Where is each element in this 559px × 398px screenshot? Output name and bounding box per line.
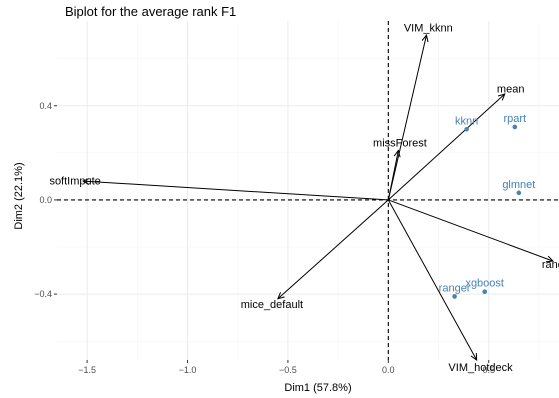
point-label: kknn (455, 115, 478, 127)
x-axis: −1.5 −1.0 −0.5 0.0 0.5 (78, 360, 495, 375)
variable-label: mean (497, 84, 525, 96)
individual-point-kknn: kknn (455, 115, 478, 132)
x-axis-title: Dim1 (57.8%) (284, 382, 351, 394)
variable-arrow-mean: mean (387, 84, 525, 201)
x-tick-label: −1.0 (179, 365, 197, 375)
point-label: rpart (504, 113, 527, 125)
x-tick-label: 0.5 (482, 365, 495, 375)
arrow-line (387, 199, 478, 361)
y-tick-label: 0.4 (39, 101, 52, 111)
arrow-line (387, 35, 427, 201)
point-label: xgboost (465, 278, 504, 290)
variable-arrow-mice-default: mice_default (241, 199, 389, 311)
arrow-head (393, 149, 401, 158)
y-tick-label: 0.0 (39, 195, 52, 205)
individual-point-xgboost: xgboost (465, 278, 504, 295)
y-tick-label: −0.4 (34, 289, 52, 299)
point-marker (452, 294, 457, 299)
individual-point-glmnet: glmnet (502, 179, 535, 196)
arrow-line (83, 180, 389, 201)
arrow-head (421, 34, 429, 43)
point-label: glmnet (502, 179, 535, 191)
individual-point-rpart: rpart (504, 113, 527, 130)
x-tick-label: −0.5 (279, 365, 297, 375)
variable-label: missForest (373, 138, 427, 150)
point-marker (482, 289, 488, 295)
variable-label: VIM_kknn (404, 22, 453, 34)
variable-label: VIM_hotdeck (448, 362, 513, 374)
arrow-head (277, 292, 285, 300)
y-axis: −0.4 0.0 0.4 (34, 101, 57, 299)
individual-point-ranger: ranger (439, 282, 471, 299)
x-tick-label: −1.5 (78, 365, 96, 375)
chart-title: Biplot for the average rank F1 (65, 4, 236, 19)
variable-arrow-missforest: missForest (373, 138, 427, 201)
variable-label: random (542, 259, 559, 271)
point-marker (516, 190, 522, 196)
point-marker (464, 126, 469, 132)
arrow-head (470, 352, 478, 362)
reference-lines (57, 21, 559, 360)
plot-background (57, 21, 559, 360)
variable-label: mice_default (241, 299, 303, 311)
arrow-line (277, 199, 389, 300)
y-axis-title: Dim2 (22.1%) (13, 162, 25, 229)
variable-arrow-vim-kknn: VIM_kknn (387, 22, 453, 201)
point-label: ranger (439, 282, 471, 294)
arrow-head (81, 177, 90, 185)
variable-label: softImpute (49, 176, 100, 188)
arrow-head (497, 93, 506, 101)
arrow-head (545, 255, 555, 263)
arrow-line (387, 150, 399, 201)
arrow-line (388, 199, 554, 262)
arrow-line (387, 93, 506, 201)
variable-arrow-softimpute: softImpute (49, 176, 389, 201)
point-marker (512, 124, 518, 130)
x-tick-label: 0.0 (382, 365, 395, 375)
variable-arrow-random: random (388, 199, 559, 271)
variable-arrow-vim-hotdeck: VIM_hotdeck (387, 199, 513, 374)
